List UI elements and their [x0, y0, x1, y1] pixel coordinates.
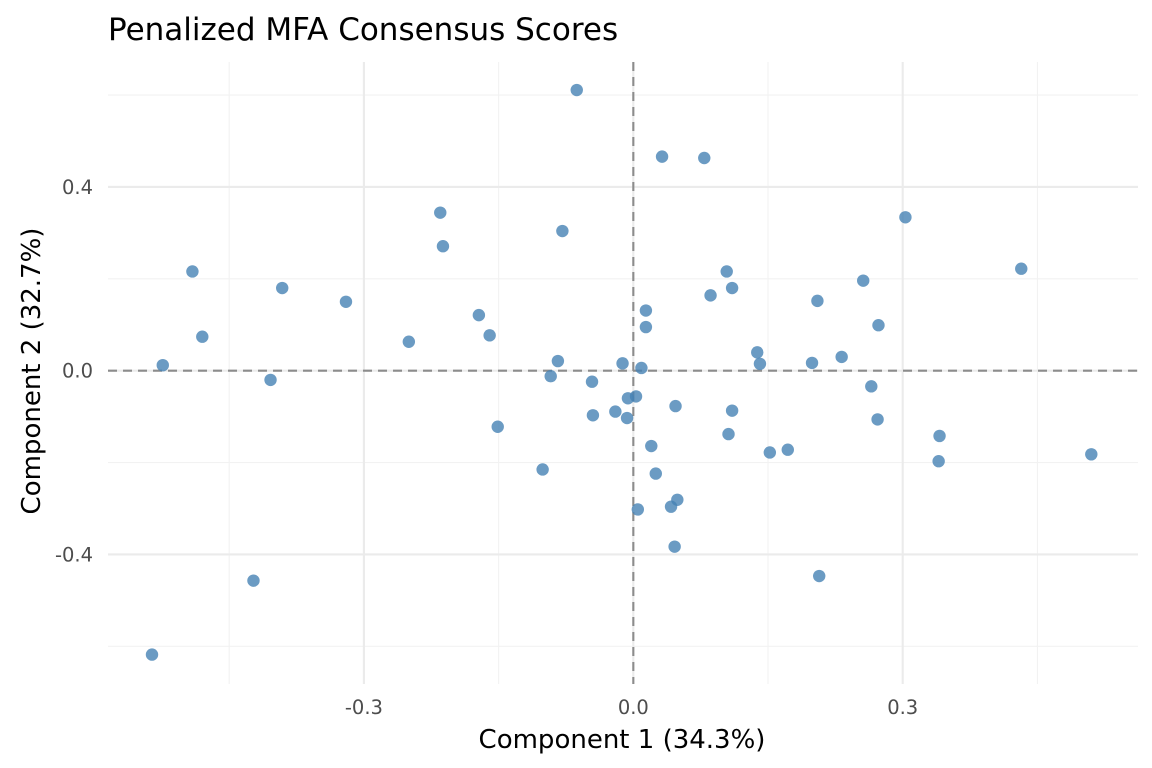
y-tick-label: -0.4 — [55, 543, 93, 566]
data-point — [645, 439, 658, 453]
data-point — [933, 429, 946, 443]
data-point — [725, 404, 739, 417]
data-point — [621, 392, 635, 405]
data-point — [720, 265, 733, 278]
data-point — [585, 375, 599, 388]
data-point — [247, 574, 260, 587]
data-point — [781, 443, 794, 456]
y-axis-title: Component 2 (32.7%) — [17, 228, 47, 515]
data-point — [872, 319, 885, 332]
data-point — [145, 648, 159, 661]
data-point — [616, 357, 629, 370]
x-tick-label: -0.3 — [345, 696, 383, 719]
y-tick-label: 0.4 — [62, 176, 93, 199]
reference-lines — [108, 62, 1138, 684]
data-point — [551, 354, 565, 368]
data-point — [544, 370, 557, 383]
chart-title: Penalized MFA Consensus Scores — [108, 12, 618, 48]
data-point — [753, 357, 767, 371]
data-point — [669, 399, 682, 413]
data-point — [664, 500, 678, 513]
data-point — [339, 295, 353, 308]
data-point — [1015, 262, 1028, 275]
y-axis-ticks: -0.4 0.0 0.4 — [55, 176, 93, 567]
data-point — [434, 206, 447, 219]
minor-gridlines — [108, 62, 1138, 684]
data-point — [655, 150, 669, 163]
data-point — [620, 411, 634, 425]
data-point — [722, 427, 735, 441]
data-point — [763, 446, 777, 459]
data-point — [556, 224, 569, 238]
data-point — [751, 346, 764, 359]
y-tick-label: 0.0 — [62, 360, 93, 383]
data-point — [609, 405, 622, 418]
data-point — [813, 569, 826, 583]
data-point — [649, 467, 662, 480]
data-point — [1085, 448, 1098, 461]
data-points — [145, 83, 1098, 661]
major-gridlines — [108, 62, 1138, 684]
data-point — [264, 373, 277, 387]
data-point — [570, 83, 583, 97]
data-point — [631, 503, 645, 516]
data-point — [899, 211, 912, 224]
data-point — [857, 274, 870, 287]
data-point — [865, 380, 878, 393]
data-point — [725, 281, 739, 295]
data-point — [811, 294, 824, 308]
data-point — [472, 308, 486, 322]
data-point — [196, 330, 209, 343]
data-point — [586, 409, 600, 422]
data-point — [186, 265, 199, 278]
x-tick-label: 0.3 — [887, 696, 918, 719]
data-point — [698, 151, 711, 165]
data-point — [436, 240, 450, 253]
data-point — [483, 329, 496, 342]
data-point — [871, 413, 884, 426]
data-point — [536, 463, 549, 476]
data-point — [835, 350, 848, 364]
data-point — [639, 320, 653, 334]
data-point — [668, 540, 681, 553]
data-point — [156, 358, 169, 372]
x-tick-label: 0.0 — [618, 696, 649, 719]
x-axis-ticks: -0.3 0.0 0.3 — [345, 696, 918, 719]
data-point — [639, 304, 653, 317]
data-point — [635, 361, 648, 375]
x-axis-title: Component 1 (34.3%) — [479, 725, 766, 755]
data-point — [805, 356, 819, 370]
data-point — [491, 420, 504, 433]
data-point — [932, 455, 945, 468]
data-point — [402, 335, 416, 348]
data-point — [704, 289, 717, 302]
data-point — [276, 281, 289, 295]
